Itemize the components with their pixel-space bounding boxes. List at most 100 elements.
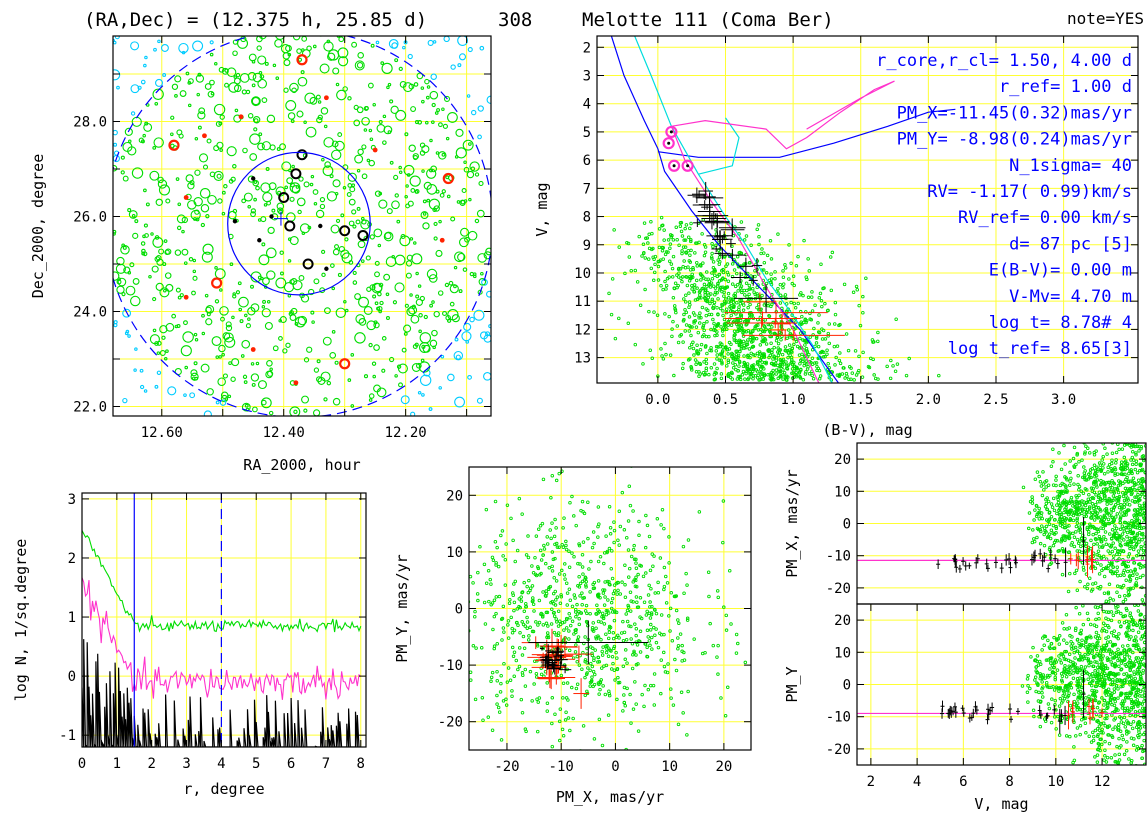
pmv-star bbox=[1128, 713, 1132, 718]
member-star bbox=[193, 332, 198, 337]
cmd-star bbox=[872, 340, 876, 344]
member-star bbox=[152, 145, 157, 150]
cmd-star bbox=[674, 225, 679, 229]
pm-star bbox=[568, 623, 573, 628]
field-star bbox=[114, 36, 120, 40]
cmd-star bbox=[781, 269, 785, 273]
pmv-star bbox=[1087, 428, 1090, 431]
pmv-star bbox=[1114, 461, 1118, 465]
cmd-star bbox=[742, 354, 746, 358]
pmv-star bbox=[1132, 481, 1137, 485]
pm-star bbox=[528, 625, 532, 630]
member-star bbox=[331, 286, 336, 291]
member-star bbox=[121, 292, 126, 297]
cmd-star bbox=[808, 335, 812, 339]
cmd-star bbox=[796, 254, 800, 259]
cmd-info-line: PM_Y= -8.98(0.24)mas/yr bbox=[897, 130, 1132, 150]
cmd-star bbox=[818, 291, 823, 296]
pmv-star bbox=[1068, 459, 1072, 463]
pmv-star bbox=[1037, 517, 1042, 521]
pm-star bbox=[566, 716, 571, 720]
pmv-star bbox=[1087, 475, 1092, 480]
pm-star bbox=[537, 620, 542, 625]
cmd-star bbox=[650, 356, 655, 361]
cmd-star bbox=[743, 377, 747, 381]
pm-star bbox=[581, 724, 586, 728]
pmv-star bbox=[1133, 568, 1137, 573]
pm-star bbox=[565, 617, 569, 622]
pmv-star bbox=[1118, 540, 1122, 544]
pm-star bbox=[647, 534, 652, 539]
member-star bbox=[219, 306, 229, 316]
member-star bbox=[340, 249, 350, 259]
cmd-xtick-label: 3.0 bbox=[1051, 392, 1076, 408]
pmv-star bbox=[1144, 440, 1147, 443]
pm-star bbox=[580, 552, 585, 557]
pm-star bbox=[616, 675, 620, 680]
pm-star bbox=[501, 626, 506, 630]
pm-star bbox=[592, 541, 596, 546]
pmx_v-ytick-label: -10 bbox=[826, 549, 851, 565]
pmv-star bbox=[1093, 471, 1098, 476]
cmd-star bbox=[800, 357, 804, 361]
cmd-star bbox=[736, 369, 740, 373]
member-star bbox=[397, 363, 408, 374]
pm-star bbox=[505, 680, 510, 684]
pmv-star bbox=[1106, 591, 1111, 596]
member-star bbox=[474, 218, 480, 224]
pmv-star bbox=[1096, 499, 1100, 504]
cmd-star bbox=[660, 245, 664, 250]
member-star bbox=[219, 288, 223, 292]
pm-star bbox=[517, 597, 522, 601]
member-star bbox=[298, 176, 304, 182]
cmd-star bbox=[814, 341, 819, 345]
pm-star bbox=[759, 584, 762, 587]
pmv-star bbox=[1128, 443, 1132, 448]
field-star bbox=[157, 39, 161, 44]
pm-star bbox=[643, 642, 647, 646]
cmd-star bbox=[644, 236, 648, 241]
pm-star bbox=[546, 635, 551, 640]
pm-star bbox=[564, 547, 569, 552]
cmd-ytick-label: 7 bbox=[583, 181, 591, 197]
pm-star bbox=[668, 629, 672, 633]
pmv-star bbox=[1124, 525, 1128, 530]
pm-ylabel: PM_Y, mas/yr bbox=[393, 554, 411, 662]
pm-star bbox=[555, 595, 560, 599]
cmd-star bbox=[907, 356, 911, 361]
pm-star bbox=[471, 581, 475, 585]
pmv-star bbox=[1075, 726, 1080, 730]
pm-star bbox=[473, 615, 477, 619]
cmd-star bbox=[830, 250, 835, 255]
field-star bbox=[450, 64, 456, 70]
pm-star bbox=[501, 604, 506, 609]
cmd-star bbox=[703, 288, 708, 293]
member-star bbox=[241, 339, 251, 349]
member-star bbox=[223, 183, 228, 189]
pmv-star bbox=[1137, 537, 1142, 541]
cmd-star bbox=[717, 255, 722, 259]
pm-star bbox=[561, 526, 565, 530]
member-star bbox=[330, 224, 340, 234]
pmv-star bbox=[1090, 466, 1095, 471]
field-star bbox=[454, 337, 459, 342]
pmv-star bbox=[1141, 435, 1144, 438]
pmv-star bbox=[1111, 554, 1116, 558]
pm-star bbox=[495, 693, 499, 698]
member-star bbox=[261, 141, 272, 151]
pmv-star bbox=[1086, 446, 1090, 450]
cmd-star bbox=[737, 305, 741, 309]
pm-star bbox=[644, 513, 648, 518]
pmv-star bbox=[1109, 511, 1113, 515]
member-star bbox=[275, 36, 286, 41]
cmd-star bbox=[663, 341, 667, 346]
cmd-star bbox=[817, 313, 821, 317]
pm-star bbox=[603, 580, 607, 584]
pm-star bbox=[538, 573, 542, 577]
cmd-star bbox=[773, 276, 777, 281]
member-star bbox=[414, 190, 419, 194]
cmd-star bbox=[664, 352, 668, 357]
pmv-star bbox=[1083, 450, 1087, 454]
pm-star bbox=[660, 507, 665, 512]
cmd-star bbox=[649, 220, 653, 224]
